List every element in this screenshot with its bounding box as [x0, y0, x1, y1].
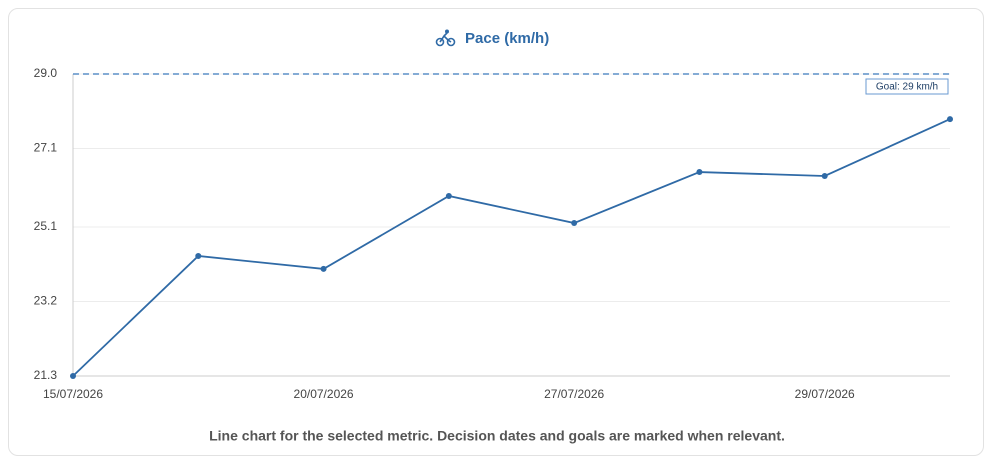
x-tick-label: 20/07/2026 [294, 387, 354, 401]
line [72, 118, 951, 377]
x-tick-label: 29/07/2026 [795, 387, 855, 401]
caption: Line chart for the selected metric. Deci… [209, 428, 785, 444]
point [821, 172, 828, 179]
point [947, 116, 953, 123]
point [320, 265, 327, 272]
x-tick-label: 15/07/2026 [43, 387, 103, 401]
goal-label-box [865, 78, 949, 95]
chart-card [8, 8, 984, 456]
y-tick-label: 23.2 [34, 294, 58, 308]
point [195, 252, 202, 259]
point [445, 192, 452, 199]
point [696, 169, 703, 176]
chart-title: Pace (km/h) [465, 30, 549, 47]
point [571, 220, 578, 227]
point [70, 373, 76, 379]
x-tick-label: 27/07/2026 [544, 387, 604, 401]
y-tick-label: 25.1 [34, 219, 58, 233]
y-tick-label: 27.1 [34, 141, 58, 155]
y-tick-label: 29.0 [34, 66, 58, 80]
y-tick-label: 21.3 [34, 368, 58, 382]
goal-label: Goal: 29 km/h [876, 82, 938, 93]
bike-icon [435, 29, 456, 47]
